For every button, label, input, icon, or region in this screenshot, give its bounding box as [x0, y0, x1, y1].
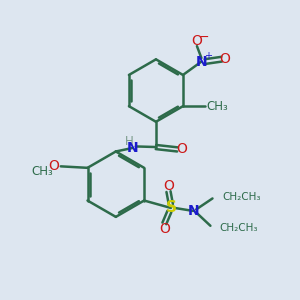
Text: CH₃: CH₃ — [207, 100, 229, 113]
Text: CH₂CH₃: CH₂CH₃ — [222, 192, 260, 202]
Text: N: N — [127, 141, 139, 155]
Text: N: N — [196, 55, 207, 69]
Text: N: N — [188, 204, 199, 218]
Text: O: O — [191, 34, 203, 48]
Text: O: O — [48, 159, 59, 173]
Text: O: O — [220, 52, 231, 66]
Text: H: H — [125, 135, 134, 148]
Text: CH₂CH₃: CH₂CH₃ — [219, 223, 258, 232]
Text: O: O — [163, 179, 174, 193]
Text: +: + — [204, 51, 212, 61]
Text: O: O — [159, 222, 170, 236]
Text: CH₃: CH₃ — [32, 165, 53, 178]
Text: −: − — [198, 31, 209, 44]
Text: O: O — [176, 142, 187, 156]
Text: S: S — [165, 200, 176, 215]
